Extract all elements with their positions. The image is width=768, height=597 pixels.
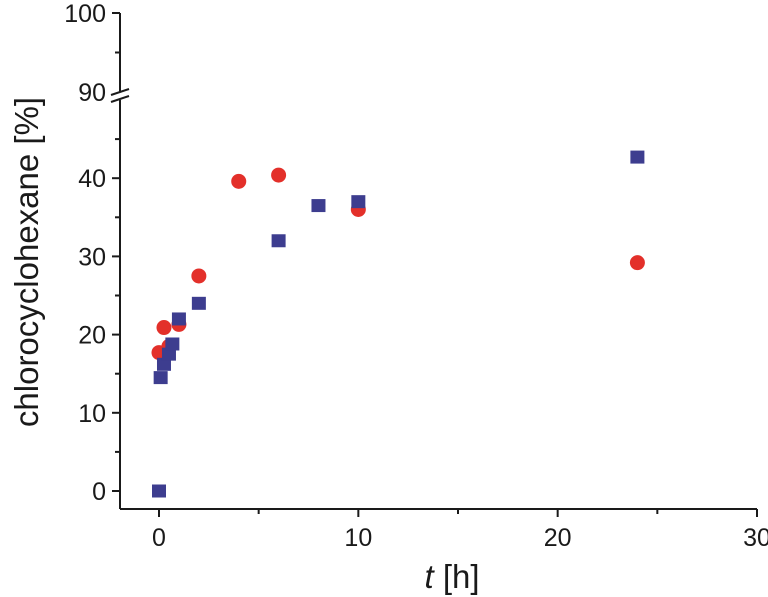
x-axis-title-variable: t: [424, 558, 435, 595]
data-point-circle: [629, 255, 645, 271]
x-axis-title-unit: [h]: [434, 558, 480, 595]
axes: [110, 13, 757, 510]
data-point-circle: [191, 268, 207, 284]
y-tick-label: 20: [78, 322, 106, 350]
axis-break-mark: [110, 95, 130, 103]
data-point-circle: [271, 167, 287, 183]
data-point-square: [161, 347, 176, 361]
data-point-circle: [231, 173, 247, 189]
data-point-square: [630, 150, 645, 164]
data-point-square: [271, 234, 286, 248]
x-tick-label: 30: [743, 524, 768, 552]
axis-break-mark: [110, 88, 130, 96]
y-tick-label: 100: [64, 0, 106, 28]
x-tick-label: 20: [544, 524, 572, 552]
data-point-square: [171, 312, 186, 326]
y-axis-title: chlorocyclohexane [%]: [8, 97, 45, 427]
data-point-circle: [156, 320, 172, 336]
data-point-square: [191, 296, 206, 310]
data-points: [151, 150, 645, 498]
y-tick-label: 30: [78, 243, 106, 271]
x-axis-title: t [h]: [424, 558, 479, 595]
ticks: [112, 12, 758, 517]
tick-labels: 0 10 20 30 40 90 100 0 10 20 30: [64, 0, 768, 552]
y-tick-label: 10: [78, 400, 106, 428]
data-point-square: [351, 195, 366, 209]
data-point-square: [156, 357, 171, 371]
y-tick-label: 40: [78, 165, 106, 193]
data-point-square: [311, 199, 326, 213]
data-point-square: [165, 337, 180, 351]
data-point-square: [153, 371, 168, 385]
y-tick-label: 90: [78, 79, 106, 107]
data-point-square: [152, 484, 166, 498]
y-tick-label: 0: [92, 478, 106, 506]
x-tick-label: 10: [344, 524, 372, 552]
x-tick-label: 0: [152, 524, 166, 552]
